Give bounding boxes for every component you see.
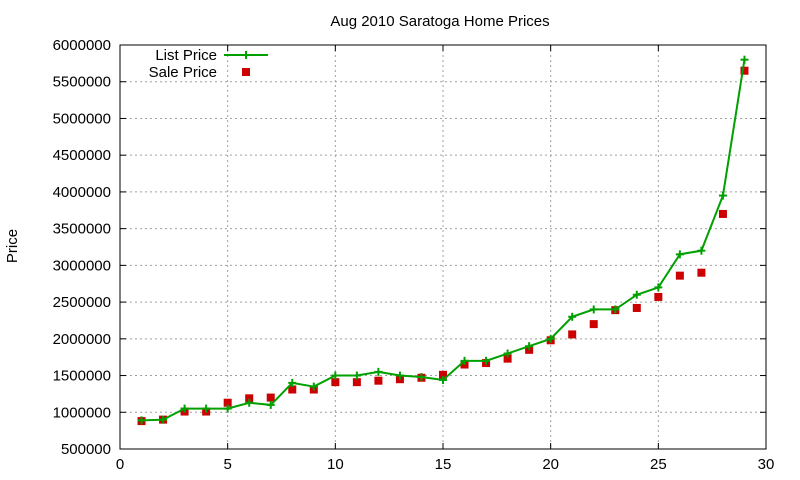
list-price-point (460, 356, 469, 365)
list-price-point (395, 371, 404, 380)
sale-price-point (740, 66, 749, 75)
list-price-point (675, 250, 684, 259)
x-tick-label: 25 (650, 456, 667, 473)
legend-marker-sale-price (242, 68, 250, 76)
list-price-point (352, 371, 361, 380)
y-tick-label: 2000000 (53, 331, 111, 348)
sale-price-point (223, 398, 232, 407)
list-price-point (159, 415, 168, 424)
y-tick-label: 1500000 (53, 368, 111, 385)
list-price-point (223, 404, 232, 413)
list-price-point (266, 400, 275, 409)
list-price-point (374, 367, 383, 376)
list-price-point (137, 416, 146, 425)
list-price-point (482, 356, 491, 365)
y-tick-label: 4000000 (53, 184, 111, 201)
list-price-point (180, 404, 189, 413)
list-price-point (417, 373, 426, 382)
list-price-point (718, 191, 727, 200)
sale-price-point (654, 292, 663, 301)
legend-label-sale-price: Sale Price (149, 64, 217, 81)
list-price-point (439, 375, 447, 384)
list-price-point (568, 312, 577, 321)
y-tick-label: 5000000 (53, 110, 111, 127)
legend-key-sale-price (242, 68, 250, 76)
sale-price-point (675, 271, 684, 280)
list-price-point (503, 349, 512, 358)
sale-price-point (374, 376, 383, 385)
sale-price-point (245, 394, 254, 403)
list-price-point (697, 246, 706, 255)
y-tick-label: 6000000 (53, 37, 111, 54)
sale-price-point (697, 268, 706, 277)
sale-price-point (503, 354, 512, 363)
sale-price-point (568, 330, 577, 339)
list-price-point (589, 305, 598, 314)
x-tick-label: 20 (542, 456, 559, 473)
sale-price-point (331, 378, 340, 387)
sale-price-point (352, 378, 361, 387)
x-tick-label: 30 (758, 456, 775, 473)
sale-price-point (439, 370, 447, 379)
list-price-point (632, 290, 641, 299)
x-tick-label: 5 (223, 456, 231, 473)
x-tick-label: 10 (327, 456, 344, 473)
chart-title: Aug 2010 Saratoga Home Prices (330, 13, 549, 30)
sale-price-point (632, 303, 641, 312)
list-price-point (331, 371, 340, 380)
sale-price-point (266, 393, 275, 402)
list-price-point (611, 305, 620, 314)
y-tick-label: 4500000 (53, 147, 111, 164)
y-axis-label: Price (4, 229, 21, 263)
list-price-point (525, 342, 534, 351)
x-tick-label: 0 (116, 456, 124, 473)
y-tick-label: 3000000 (53, 257, 111, 274)
legend-marker-list-price (242, 51, 250, 59)
list-price-point (546, 334, 555, 343)
y-axis-ticks: 500000 1000000 1500000 2000000 2500000 300000… (53, 37, 766, 458)
list-price-point (245, 398, 254, 407)
sale-price-point (718, 209, 727, 218)
sale-price-point (589, 320, 598, 329)
legend: List Price Sale Price (149, 47, 268, 81)
x-tick-label: 15 (435, 456, 452, 473)
list-price-point (202, 404, 211, 413)
plot-area (137, 55, 749, 426)
sale-price-point (288, 385, 297, 394)
list-price-point (654, 283, 663, 292)
y-tick-label: 1000000 (53, 404, 111, 421)
y-tick-label: 5500000 (53, 74, 111, 91)
y-tick-label: 2500000 (53, 294, 111, 311)
list-price-point (309, 382, 318, 391)
y-tick-label: 500000 (61, 441, 111, 458)
list-price-point (740, 55, 749, 64)
list-price-point (288, 378, 297, 387)
legend-key-list-price (224, 51, 268, 59)
grid (120, 45, 766, 449)
axes-frame (119, 44, 767, 450)
y-tick-label: 3500000 (53, 221, 111, 238)
legend-label-list-price: List Price (155, 47, 217, 64)
